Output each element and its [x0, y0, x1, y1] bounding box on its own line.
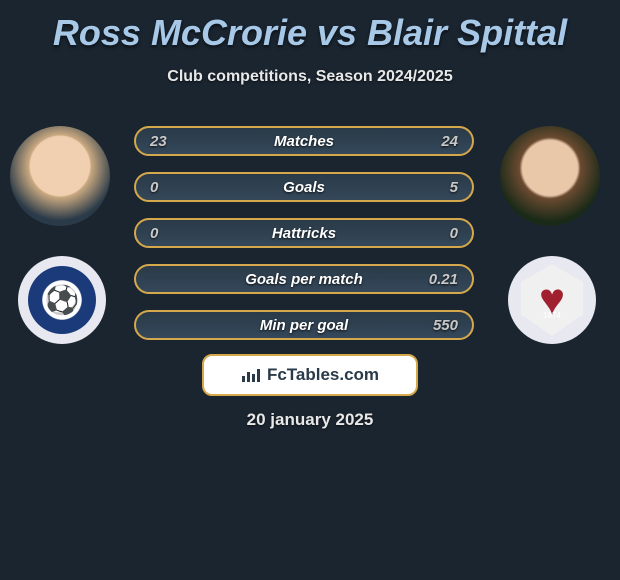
stat-label: Hattricks	[272, 225, 336, 242]
stat-row-goals: 0 Goals 5	[134, 172, 474, 202]
stat-label: Goals	[283, 179, 325, 196]
stat-label: Goals per match	[245, 271, 363, 288]
stat-right-value: 24	[441, 133, 458, 150]
stat-left-value: 23	[150, 133, 167, 150]
comparison-card: Ross McCrorie vs Blair Spittal Club comp…	[0, 0, 620, 580]
club-right-crest	[508, 256, 596, 344]
page-title: Ross McCrorie vs Blair Spittal	[0, 0, 620, 54]
club-left-crest	[18, 256, 106, 344]
stat-row-min-per-goal: Min per goal 550	[134, 310, 474, 340]
brand-text: FcTables.com	[267, 365, 379, 385]
face-placeholder-icon	[10, 126, 110, 226]
player-right-photo	[500, 126, 600, 226]
stat-rows: 23 Matches 24 0 Goals 5 0 Hattricks 0 Go…	[134, 126, 474, 356]
subtitle: Club competitions, Season 2024/2025	[0, 68, 620, 86]
brand-link[interactable]: FcTables.com	[202, 354, 418, 396]
stat-left-value: 0	[150, 225, 158, 242]
stat-left-value: 0	[150, 179, 158, 196]
stat-row-hattricks: 0 Hattricks 0	[134, 218, 474, 248]
stat-right-value: 550	[433, 317, 458, 334]
stat-right-value: 0	[450, 225, 458, 242]
stat-row-matches: 23 Matches 24	[134, 126, 474, 156]
stat-right-value: 0.21	[429, 271, 458, 288]
crest-icon	[521, 264, 583, 336]
stat-label: Matches	[274, 133, 334, 150]
stat-right-value: 5	[450, 179, 458, 196]
stat-row-goals-per-match: Goals per match 0.21	[134, 264, 474, 294]
bar-chart-icon	[241, 367, 261, 383]
player-left-photo	[10, 126, 110, 226]
date: 20 january 2025	[0, 410, 620, 430]
crest-icon	[28, 266, 96, 334]
face-placeholder-icon	[500, 126, 600, 226]
stat-label: Min per goal	[260, 317, 348, 334]
